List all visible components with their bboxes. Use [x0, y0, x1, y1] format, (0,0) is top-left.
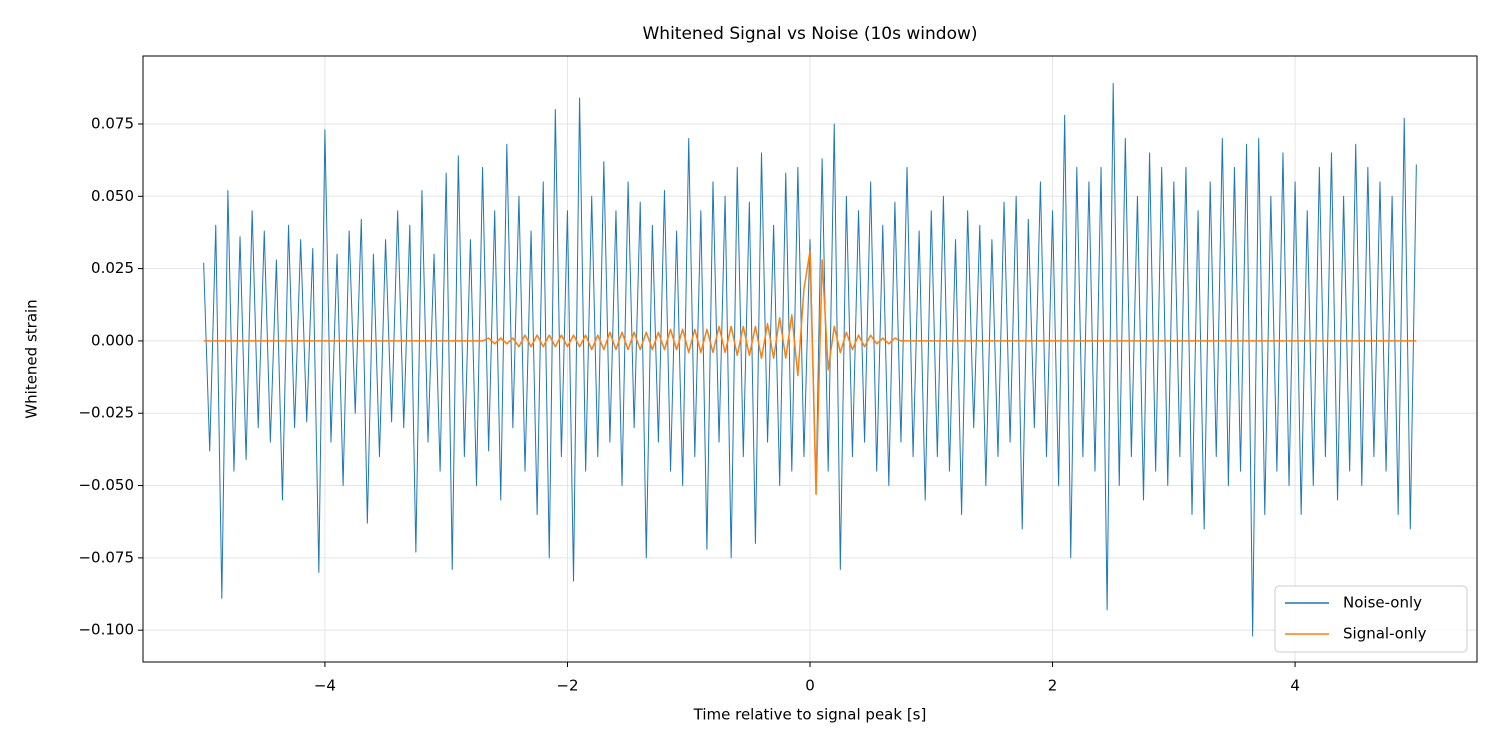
y-tick-label: −0.100	[78, 621, 134, 639]
series-line	[203, 82, 1417, 637]
y-tick-label: −0.025	[78, 404, 134, 422]
legend-label: Signal-only	[1343, 625, 1427, 643]
y-axis-label: Whitened strain	[23, 299, 41, 418]
y-tick-label: −0.075	[78, 548, 134, 566]
legend: Noise-only Signal-only	[1274, 585, 1468, 653]
y-tick-label: 0.000	[91, 331, 134, 349]
x-tick-label: −2	[556, 677, 578, 695]
x-tick-label: 2	[1048, 677, 1058, 695]
series-line	[203, 250, 1417, 495]
y-tick-label: 0.025	[91, 259, 134, 277]
y-tick-label: −0.050	[78, 476, 134, 494]
y-tick-label: 0.050	[91, 187, 134, 205]
x-tick-label: −4	[314, 677, 336, 695]
y-tick-label: 0.075	[91, 114, 134, 132]
plot-frame	[142, 55, 1478, 663]
legend-label: Noise-only	[1343, 594, 1422, 612]
chart-title: Whitened Signal vs Noise (10s window)	[642, 24, 977, 44]
x-axis-label: Time relative to signal peak [s]	[693, 706, 927, 724]
x-tick-label: 4	[1290, 677, 1300, 695]
x-tick-label: 0	[805, 677, 815, 695]
